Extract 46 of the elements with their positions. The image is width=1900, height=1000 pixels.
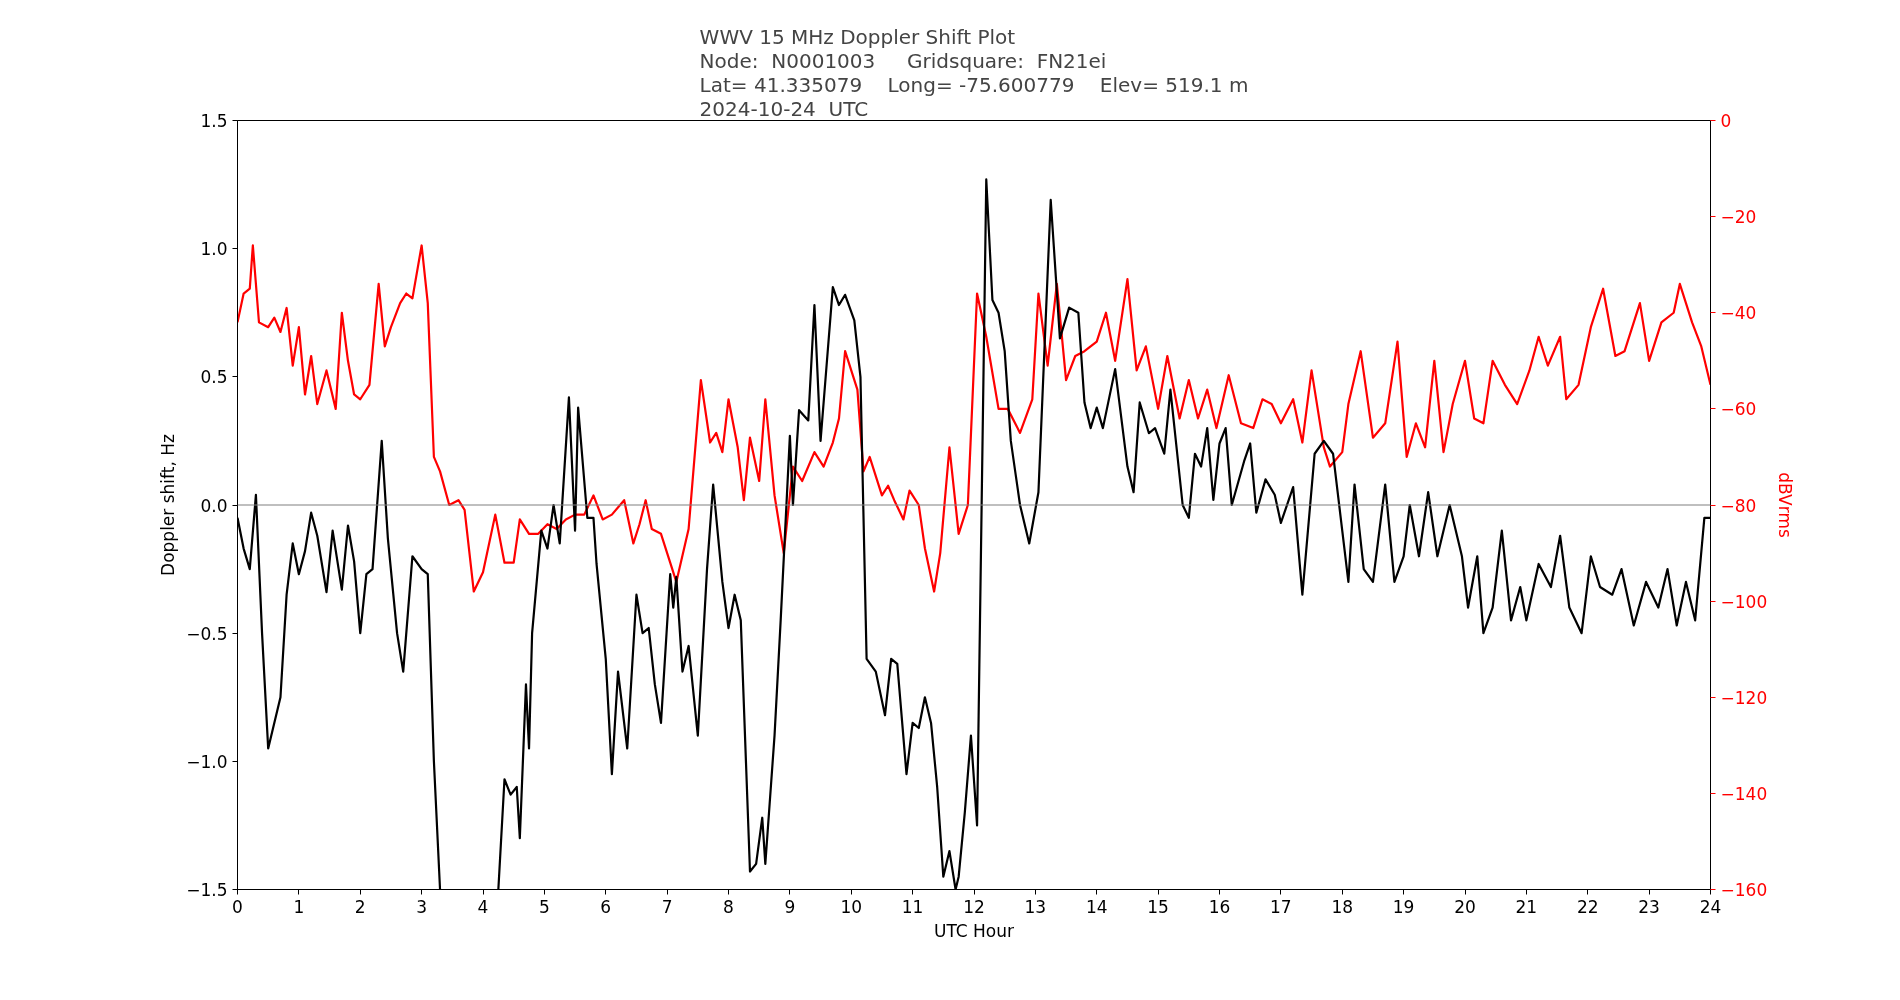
x-tick-label: 24 <box>1699 896 1722 917</box>
x-tick-label: 10 <box>840 896 863 917</box>
x-tick-label: 18 <box>1331 896 1354 917</box>
line-series <box>237 244 1711 593</box>
y-tick-label: 1.0 <box>200 239 228 260</box>
y2-tick-label: −100 <box>1720 591 1768 612</box>
x-tick-label: 8 <box>723 896 734 917</box>
x-tick-label: 11 <box>901 896 924 917</box>
x-tick-label: 12 <box>963 896 985 917</box>
x-tick-label: 0 <box>232 896 243 917</box>
y2-tick-label: 0 <box>1720 111 1732 131</box>
x-axis-title: UTC Hour <box>933 920 1015 941</box>
x-tick-label: 6 <box>600 896 612 917</box>
y-tick-label: 0.0 <box>200 495 228 516</box>
y2-axis-title: dBVrms <box>1775 472 1796 538</box>
x-tick-label: 16 <box>1208 896 1231 917</box>
y-tick-label: −0.5 <box>186 623 228 644</box>
y-tick-label: 0.5 <box>200 367 228 388</box>
y2-tick-label: −120 <box>1720 687 1768 708</box>
x-tick-label: 17 <box>1270 896 1292 917</box>
y2-tick-label: −60 <box>1720 399 1757 420</box>
x-tick-label: 7 <box>661 896 673 917</box>
x-tick-label: 14 <box>1085 896 1108 917</box>
y-tick-label: −1.0 <box>186 751 228 772</box>
x-tick-label: 3 <box>416 896 428 917</box>
y-tick-label: 1.5 <box>200 111 228 131</box>
y2-tick-label: −140 <box>1720 783 1768 804</box>
x-tick-label: 22 <box>1576 896 1599 917</box>
y-axis-title: Doppler shift, Hz <box>158 433 179 576</box>
y-tick-label: −1.5 <box>186 880 228 900</box>
x-tick-label: 5 <box>538 896 550 917</box>
y2-tick-label: −20 <box>1720 207 1757 228</box>
x-tick-label: 15 <box>1147 896 1169 917</box>
x-tick-label: 21 <box>1515 896 1538 917</box>
chart-title: WWV 15 MHz Doppler Shift Plot Node: N0001003 Gridsquare: FN21ei Lat= 41.335079 Long= -75.600779 Elev= 519.1 m 2024-10-24 UTC <box>699 24 1249 121</box>
y2-tick-label: −40 <box>1720 303 1757 324</box>
x-tick-label: 1 <box>293 896 305 917</box>
x-tick-label: 4 <box>477 896 489 917</box>
x-tick-label: 9 <box>784 896 796 917</box>
x-tick-label: 19 <box>1392 896 1415 917</box>
y2-tick-label: −80 <box>1720 495 1757 516</box>
x-tick-label: 20 <box>1454 896 1476 917</box>
x-tick-label: 23 <box>1638 896 1660 917</box>
x-tick-label: 2 <box>354 896 366 917</box>
x-tick-label: 13 <box>1024 896 1047 917</box>
y2-tick-label: −160 <box>1720 880 1768 900</box>
